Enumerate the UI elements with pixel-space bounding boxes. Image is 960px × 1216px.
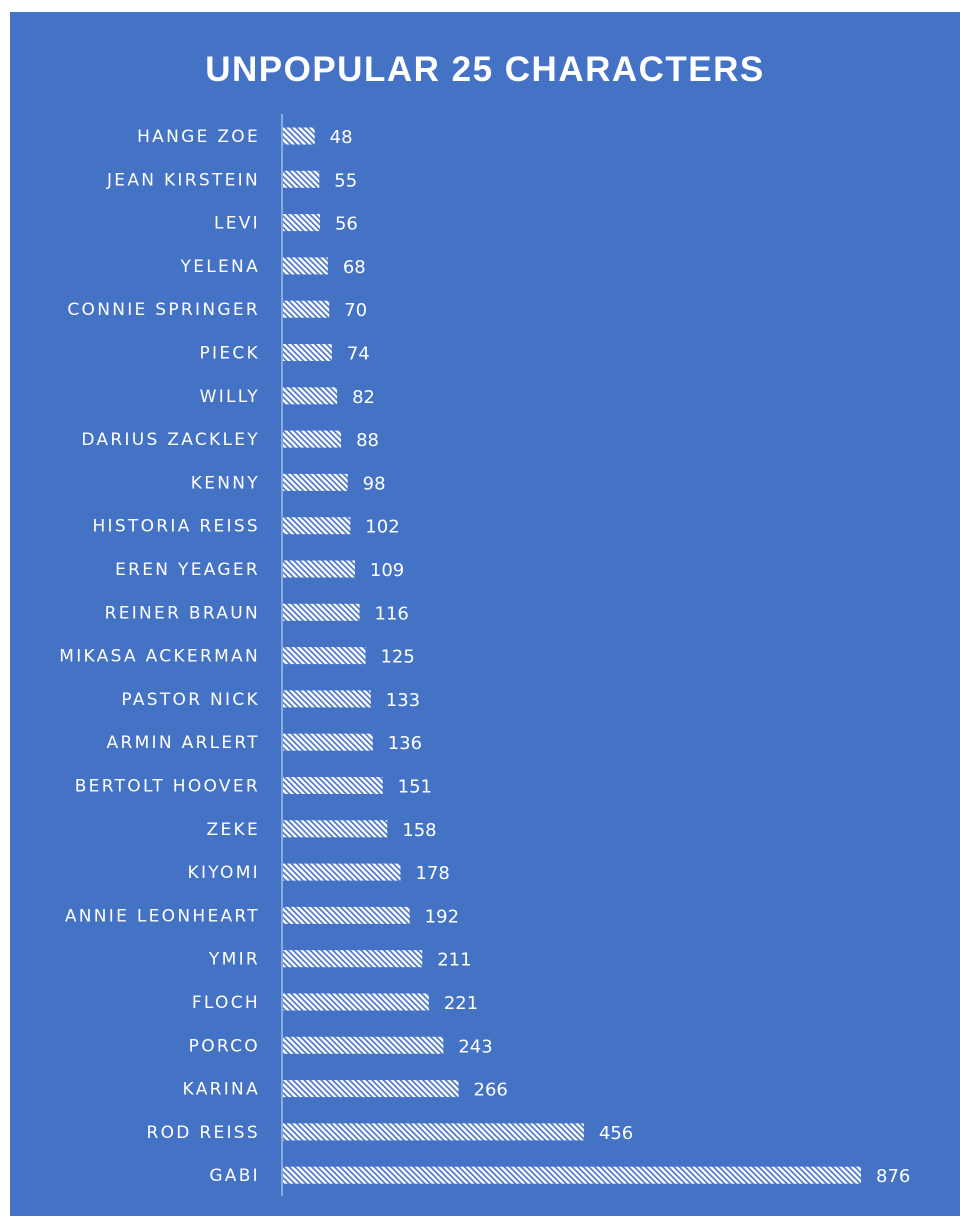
value-label: 48 [330,127,353,148]
bar [283,1036,444,1054]
category-label: LEVI [214,214,260,234]
value-label: 136 [388,733,422,754]
value-label: 266 [474,1080,508,1101]
category-label: KARINA [183,1080,260,1100]
value-label: 102 [365,517,399,538]
category-label: ANNIE LEONHEART [65,906,260,926]
bar [283,906,410,924]
bar [283,1080,459,1098]
category-label: PIECK [199,344,260,364]
bar [283,733,373,751]
value-label: 221 [444,993,478,1014]
category-label: ROD REISS [146,1123,260,1143]
bar-series: HANGE ZOE 48 JEAN KIRSTEIN 55 LEVI 56 YELENA 68… [59,127,910,1187]
category-label: BERTOLT HOOVER [75,777,260,797]
value-label: 98 [363,473,386,494]
category-label: WILLY [200,387,260,407]
value-label: 243 [458,1036,492,1057]
bar [283,777,383,794]
value-label: 116 [375,603,409,624]
bar [283,993,429,1011]
category-label: EREN YEAGER [115,560,260,580]
value-label: 133 [386,690,420,711]
bar [283,950,423,968]
category-label: KIYOMI [188,863,260,883]
value-label: 68 [343,257,366,278]
category-label: CONNIE SPRINGER [67,300,260,320]
category-label: GABI [209,1166,260,1186]
category-label: ZEKE [207,820,260,840]
value-label: 88 [356,430,379,451]
value-label: 158 [402,820,436,841]
category-label: DARIUS ZACKLEY [81,430,260,450]
category-label: HISTORIA REISS [92,517,260,537]
chart-panel: UNPOPULAR 25 CHARACTERS HANGE ZOE 48 JEAN … [10,12,960,1216]
value-label: 178 [415,863,449,884]
chart-title: UNPOPULAR 25 CHARACTERS [205,50,765,89]
bar [283,430,342,448]
bar [283,560,355,578]
bar [283,820,388,838]
bar [283,863,401,881]
category-label: PORCO [189,1036,260,1056]
bar [283,257,328,275]
value-label: 82 [352,387,375,408]
bar [283,127,315,145]
bar [283,1166,861,1184]
category-label: MIKASA ACKERMAN [59,647,260,667]
bar [283,344,332,361]
bar [283,690,371,708]
category-label: HANGE ZOE [137,127,260,147]
bar [283,387,338,405]
bar [283,170,320,188]
category-label: FLOCH [192,993,260,1013]
category-label: ARMIN ARLERT [107,733,260,753]
category-label: JEAN KIRSTEIN [106,170,260,190]
category-label: PASTOR NICK [121,690,260,710]
bar [283,214,320,232]
bar [283,1123,584,1141]
category-label: YELENA [180,257,260,277]
value-label: 456 [599,1123,633,1144]
bar-chart: HANGE ZOE 48 JEAN KIRSTEIN 55 LEVI 56 YELENA 68… [59,114,910,1196]
value-label: 151 [398,777,432,798]
value-label: 55 [334,170,357,191]
bar [283,603,360,621]
category-label: KENNY [191,473,260,493]
value-label: 109 [370,560,404,581]
bar [283,473,348,491]
value-label: 56 [335,214,358,235]
value-label: 876 [876,1166,910,1187]
bar [283,300,330,318]
value-label: 192 [425,906,459,927]
bar [283,517,351,535]
bar [283,647,366,665]
value-label: 74 [347,344,370,365]
category-label: REINER BRAUN [105,603,260,623]
value-label: 211 [437,950,471,971]
value-label: 70 [344,300,367,321]
category-label: YMIR [208,950,260,970]
value-label: 125 [380,647,414,668]
